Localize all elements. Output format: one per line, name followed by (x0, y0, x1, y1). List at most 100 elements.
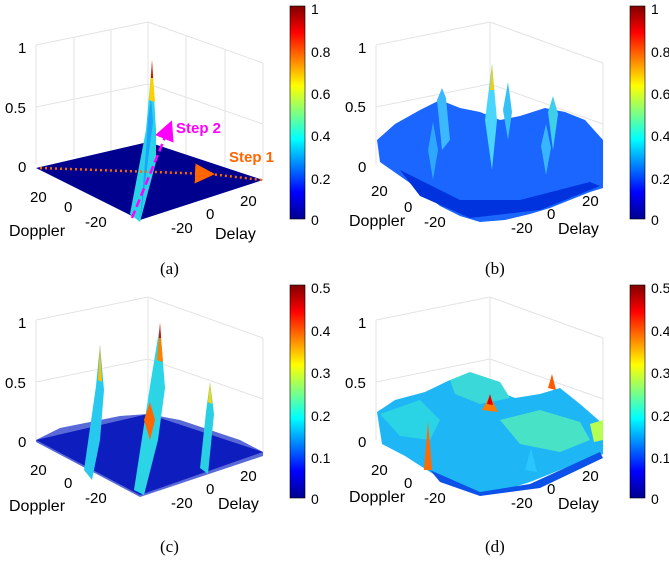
doppler-tick: 20 (371, 462, 388, 479)
doppler-axis-label: Doppler (349, 213, 406, 230)
surface-ridge (541, 124, 551, 175)
colorbar: 1 0.8 0.6 0.4 0.2 0 (289, 1, 331, 228)
colorbar: 0.5 0.4 0.3 0.2 0.1 0 (629, 280, 669, 507)
surface-ridge (144, 402, 155, 440)
doppler-tick: 0 (404, 199, 412, 216)
colorbar-tick: 0.2 (311, 408, 331, 424)
surface-peak-top (159, 322, 161, 338)
z-tick: 0 (18, 434, 26, 451)
doppler-tick: -20 (85, 490, 107, 507)
z-tick: 0.5 (345, 375, 366, 392)
surface-ridge (437, 88, 450, 150)
delay-tick: 0 (206, 481, 214, 498)
doppler-tick: 20 (371, 183, 388, 200)
z-tick: 0 (18, 159, 26, 176)
z-tick: 1 (358, 315, 366, 332)
z-tick: 0.5 (345, 99, 366, 116)
colorbar-tick: 0 (311, 212, 319, 228)
doppler-tick: 20 (30, 189, 47, 206)
caption: (d) (485, 537, 505, 556)
axes-box (35, 296, 264, 455)
surface-ridge (200, 382, 214, 474)
surface-ridge (548, 96, 558, 150)
axes-box (375, 296, 604, 455)
caption: (c) (160, 537, 179, 556)
colorbar-tick: 1 (311, 1, 319, 17)
colorbar-tick: 0.3 (651, 365, 669, 381)
surface-shade (380, 400, 440, 440)
step2-label: Step 2 (176, 120, 221, 137)
delay-tick: 0 (547, 481, 555, 498)
step2-arrow (130, 120, 174, 219)
caption: (b) (485, 259, 505, 278)
delay-tick: 0 (547, 206, 555, 223)
doppler-tick: 0 (64, 475, 72, 492)
colorbar-tick: 0.6 (311, 86, 331, 102)
delay-tick: 20 (240, 193, 257, 210)
colorbar-tick: 0.5 (311, 280, 331, 296)
doppler-tick: 0 (64, 199, 72, 216)
surface-shade (430, 452, 603, 496)
delay-tick: 20 (582, 468, 599, 485)
z-tick: 1 (18, 315, 26, 332)
delay-tick: -20 (171, 495, 193, 512)
colorbar-tick: 0.1 (651, 450, 669, 466)
surface-peak (157, 325, 163, 362)
delay-axis-label: Delay (558, 221, 599, 238)
surface-shade (450, 372, 510, 404)
colorbar-tick: 0.4 (651, 128, 669, 144)
panel-c: 1 0.5 0 20 0 -20 Doppler -20 0 20 Delay … (5, 280, 331, 556)
axes-box (35, 21, 264, 180)
panel-b: 1 0.5 0 20 0 -20 Doppler -20 0 20 Delay … (345, 1, 669, 278)
surface-ridge (503, 82, 512, 140)
doppler-axis-label: Doppler (9, 498, 66, 515)
colorbar-tick: 0 (651, 491, 659, 507)
delay-axis-label: Delay (558, 496, 599, 513)
surface-peak (490, 64, 494, 90)
doppler-axis-label: Doppler (9, 223, 66, 240)
doppler-tick: -20 (424, 490, 446, 507)
delay-tick: 20 (240, 468, 257, 485)
delay-axis-label: Delay (215, 226, 256, 243)
colorbar-tick: 0.4 (651, 323, 669, 339)
surface (377, 380, 603, 494)
panel-a: Step 2 Step 1 1 0.5 0 20 0 -20 Doppler -… (5, 1, 331, 278)
doppler-axis-label: Doppler (349, 489, 406, 506)
caption: (a) (160, 259, 179, 278)
delay-tick: -20 (511, 220, 533, 237)
colorbar-tick: 1 (651, 1, 659, 17)
surface-peak-top (487, 394, 493, 405)
colorbar-tick: 0.4 (311, 323, 331, 339)
colorbar-tick: 0.1 (311, 450, 331, 466)
z-tick: 0.5 (5, 375, 26, 392)
doppler-tick: -20 (424, 214, 446, 231)
surface-peak-top (151, 60, 153, 78)
surface-peak (98, 345, 102, 382)
colorbar-tick: 0.8 (311, 44, 331, 60)
colorbar-tick: 0 (311, 491, 319, 507)
surface-ridge (485, 64, 497, 170)
delay-tick: -20 (171, 220, 193, 237)
colorbar-tick: 0.2 (311, 171, 331, 187)
surface-peak (149, 62, 155, 102)
panel-d: 1 0.5 0 20 0 -20 Doppler -20 0 20 Delay … (345, 280, 669, 556)
step1-line-ext (209, 172, 263, 182)
z-tick: 1 (18, 40, 26, 57)
surface-ridge (428, 122, 438, 180)
colorbar-tick: 0.6 (651, 86, 669, 102)
z-tick: 0.5 (5, 100, 26, 117)
surface-shade (590, 420, 603, 442)
colorbar-tick: 0.8 (651, 44, 669, 60)
surface-ridge (525, 448, 537, 472)
z-tick: 0 (358, 434, 366, 451)
z-tick: 0 (358, 159, 366, 176)
step1-label: Step 1 (229, 149, 274, 166)
colorbar: 1 0.8 0.6 0.4 0.2 0 (629, 1, 669, 228)
step1-arrow (39, 163, 215, 184)
doppler-tick: 0 (404, 475, 412, 492)
z-tick: 1 (358, 40, 366, 57)
doppler-tick: -20 (85, 214, 107, 231)
doppler-tick: 20 (30, 462, 47, 479)
surface-peak (208, 382, 212, 404)
